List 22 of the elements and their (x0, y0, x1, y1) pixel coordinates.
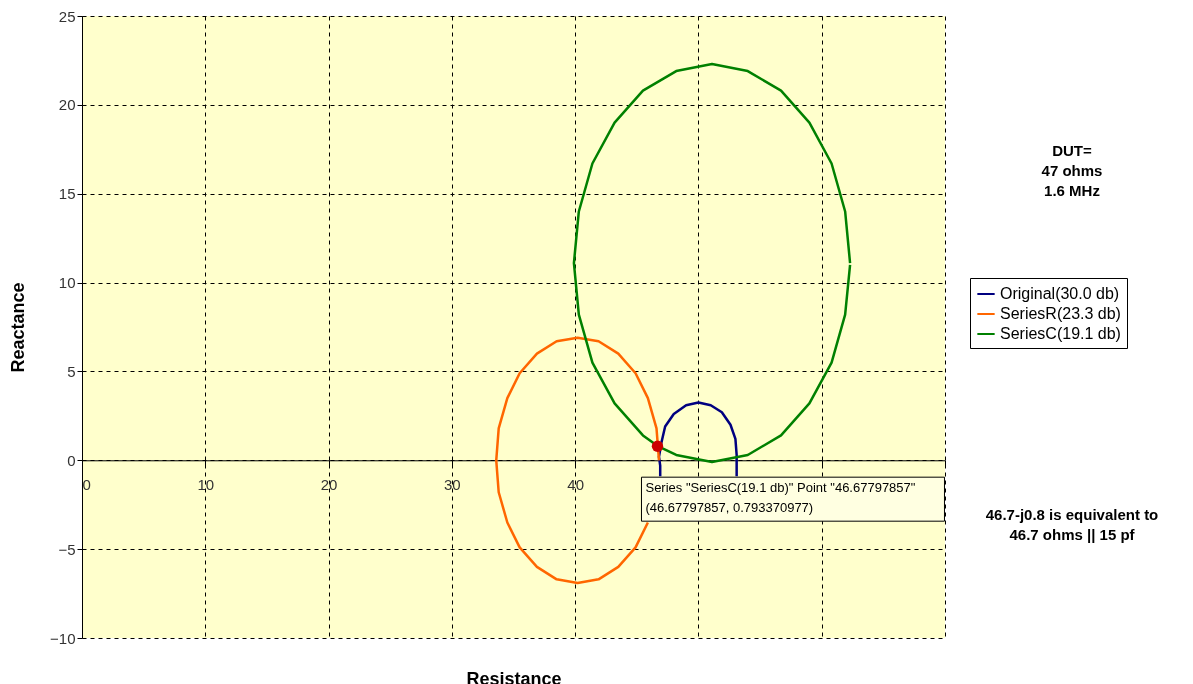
legend-label: Original(30.0 db) (1000, 285, 1120, 302)
y-tick-label: 10 (58, 274, 76, 292)
y-tick-label: 20 (58, 96, 76, 114)
x-tick-label: 40 (567, 475, 584, 493)
line-series (572, 62, 852, 464)
y-tick-label: 15 (58, 185, 76, 203)
legend-label: SeriesC(19.1 db) (1000, 325, 1121, 342)
text: 46.7-j0.8 is equivalent to 46.7 ohms || 15 pf (985, 506, 1159, 543)
x-tick-label: 10 (197, 475, 215, 493)
y-tick-label: 0 (67, 451, 76, 469)
annotation: Series "SeriesC(19.1 db)" Point "46.67797857" (46.67797857, 0.793370977) (645, 480, 916, 516)
y-tick-label: −10 (50, 629, 76, 647)
x-axis-title: Resistance (466, 668, 562, 684)
y-axis-title: Reactance (8, 282, 29, 373)
x-tick-label: 0 (82, 475, 91, 493)
legend-label: SeriesR(23.3 db) (1000, 305, 1121, 322)
x-tick-label: 30 (444, 475, 461, 493)
y-tick-label: 5 (67, 362, 76, 380)
x-tick-label: 20 (320, 475, 338, 493)
y-tick-label: 25 (58, 7, 76, 25)
y-tick-label: −5 (58, 540, 76, 558)
text: DUT= 47 ohms 1.6 MHz (1041, 142, 1103, 199)
